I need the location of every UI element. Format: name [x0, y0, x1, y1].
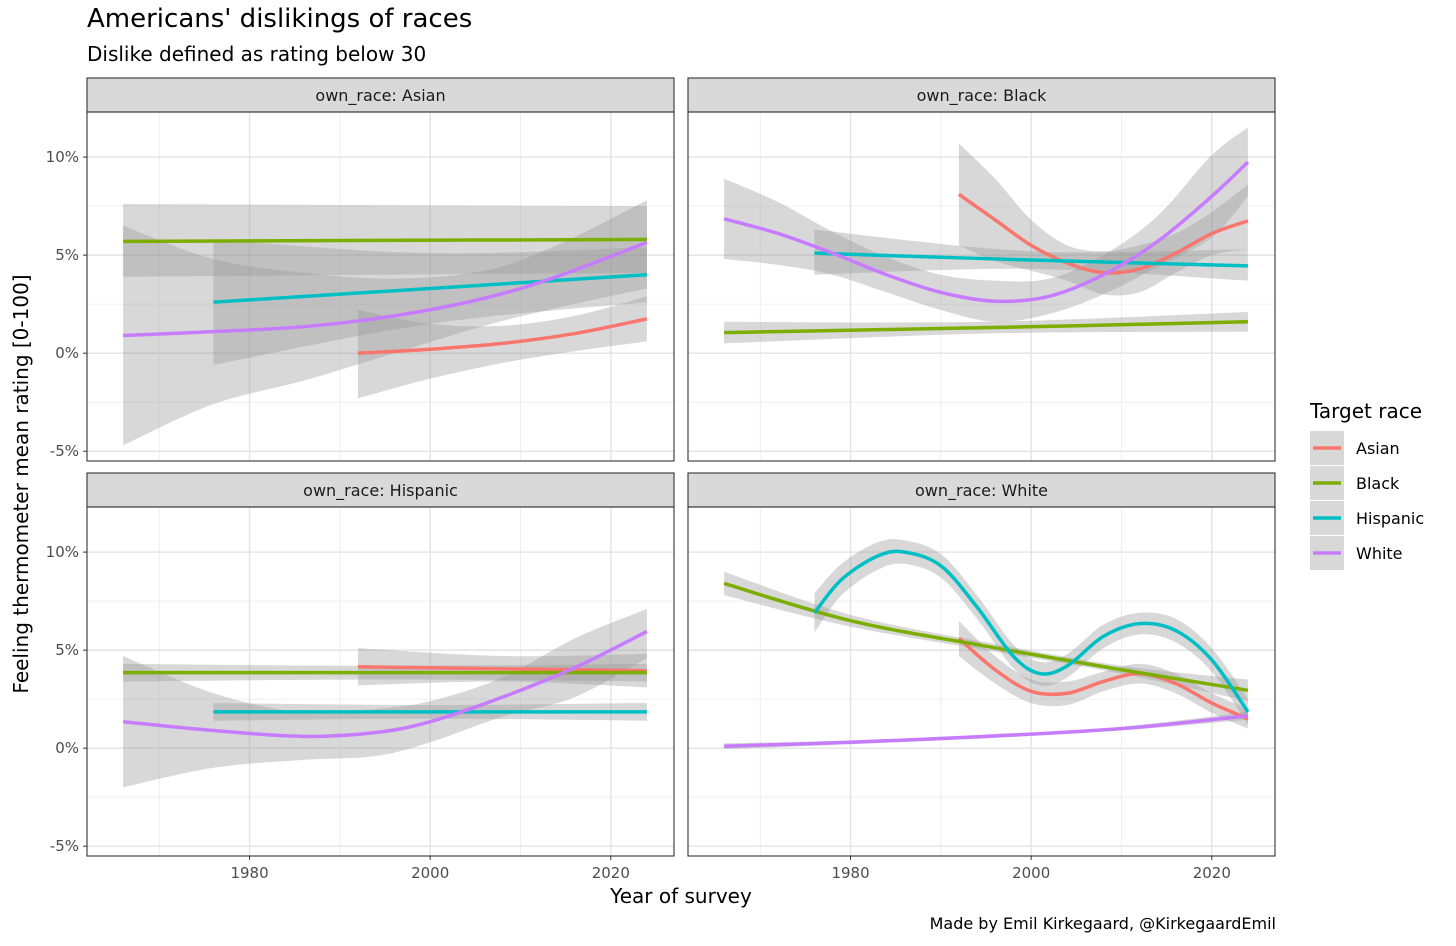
panel-border — [86, 111, 675, 462]
y-tick-label: 0% — [55, 344, 79, 362]
chart-subtitle: Dislike defined as rating below 30 — [87, 42, 427, 66]
panel-border — [687, 506, 1276, 857]
facet-strip — [86, 472, 675, 508]
series-line-black — [723, 581, 1249, 693]
facet-strip-label: own_race: Hispanic — [303, 481, 458, 501]
chart-caption: Made by Emil Kirkegaard, @KirkegaardEmil — [929, 914, 1276, 933]
panel-border — [687, 111, 1276, 462]
series-line-asian — [957, 637, 1249, 721]
series-line-asian — [357, 665, 647, 673]
series-line-black — [724, 320, 1248, 335]
panel-background — [87, 507, 674, 856]
series-line-asian — [357, 317, 648, 355]
y-tick-label: 5% — [55, 641, 79, 659]
ribbon-asian — [958, 620, 1248, 729]
facet-strip — [86, 77, 675, 113]
facet-strip-label: own_race: Asian — [315, 86, 445, 106]
x-tick-label: 2020 — [592, 864, 630, 882]
y-tick-label: -5% — [50, 837, 79, 855]
ribbon-asian — [357, 296, 647, 399]
legend-label-asian: Asian — [1356, 439, 1400, 458]
y-tick-label: 10% — [46, 543, 79, 561]
panel-border — [86, 506, 675, 857]
y-tick-label: 5% — [55, 246, 79, 264]
legend-label-white: White — [1356, 544, 1403, 563]
x-tick-label: 2000 — [1012, 864, 1050, 882]
series-line-black — [123, 237, 647, 244]
legend-label-black: Black — [1356, 474, 1400, 493]
x-tick-label: 1980 — [230, 864, 268, 882]
facet-strip-label: own_race: White — [915, 481, 1048, 501]
x-axis-title: Year of survey — [609, 884, 752, 908]
chart-title: Americans' dislikings of races — [87, 4, 473, 34]
legend-label-hispanic: Hispanic — [1356, 509, 1424, 528]
y-tick-label: 0% — [55, 739, 79, 757]
facet-strip-label: own_race: Black — [917, 86, 1048, 106]
x-tick-label: 2000 — [411, 864, 449, 882]
ribbon-hispanic — [814, 539, 1248, 725]
x-tick-label: 2020 — [1193, 864, 1231, 882]
panel-background — [688, 507, 1275, 856]
series-line-hispanic — [213, 272, 648, 304]
ribbon-asian — [958, 143, 1248, 296]
ribbon-white — [123, 200, 647, 446]
series-line-hispanic — [813, 549, 1250, 713]
panel-background — [688, 112, 1275, 461]
facet-strip — [687, 77, 1276, 113]
series-line-white — [723, 160, 1250, 304]
series-line-white — [724, 714, 1249, 748]
legend-title: Target race — [1309, 399, 1422, 423]
series-line-white — [122, 629, 648, 739]
facet-strip — [687, 472, 1276, 508]
y-tick-label: 10% — [46, 148, 79, 166]
y-tick-label: -5% — [50, 442, 79, 460]
panel-background — [87, 112, 674, 461]
series-line-white — [123, 240, 648, 338]
x-tick-label: 1980 — [831, 864, 869, 882]
ribbon-white — [123, 608, 647, 788]
series-line-hispanic — [814, 251, 1248, 268]
ribbon-hispanic — [213, 239, 647, 365]
y-axis-title: Feeling thermometer mean rating [0-100] — [9, 274, 33, 693]
